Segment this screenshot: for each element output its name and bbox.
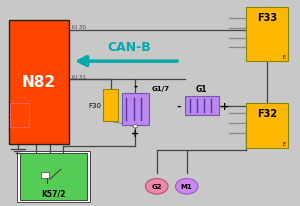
Bar: [9, 21, 69, 144]
Bar: [16, 151, 90, 202]
Text: F30: F30: [88, 103, 101, 109]
Text: G1: G1: [196, 85, 208, 94]
Text: G1/7: G1/7: [152, 85, 170, 91]
Text: E: E: [283, 142, 286, 147]
Bar: [103, 90, 118, 122]
Text: +: +: [131, 129, 140, 139]
Bar: [11, 103, 28, 128]
Text: KI 30: KI 30: [72, 25, 86, 30]
Bar: [20, 153, 87, 200]
Bar: [184, 97, 219, 115]
Text: CAN-B: CAN-B: [107, 41, 151, 54]
Text: M1: M1: [181, 184, 193, 189]
Text: K57/2: K57/2: [41, 189, 65, 198]
Text: -: -: [133, 81, 137, 91]
Text: F33: F33: [257, 13, 277, 23]
Text: +: +: [220, 101, 229, 111]
Bar: [246, 103, 288, 148]
Text: KI 31: KI 31: [72, 75, 86, 80]
Text: N82: N82: [22, 75, 56, 90]
Text: -: -: [177, 101, 182, 111]
Circle shape: [133, 125, 138, 128]
Bar: [40, 172, 49, 178]
Bar: [122, 94, 149, 126]
Text: G2: G2: [152, 184, 162, 189]
Bar: [246, 8, 288, 62]
Circle shape: [176, 179, 198, 194]
Text: F32: F32: [257, 108, 277, 118]
Text: E: E: [283, 55, 286, 60]
Circle shape: [146, 179, 168, 194]
